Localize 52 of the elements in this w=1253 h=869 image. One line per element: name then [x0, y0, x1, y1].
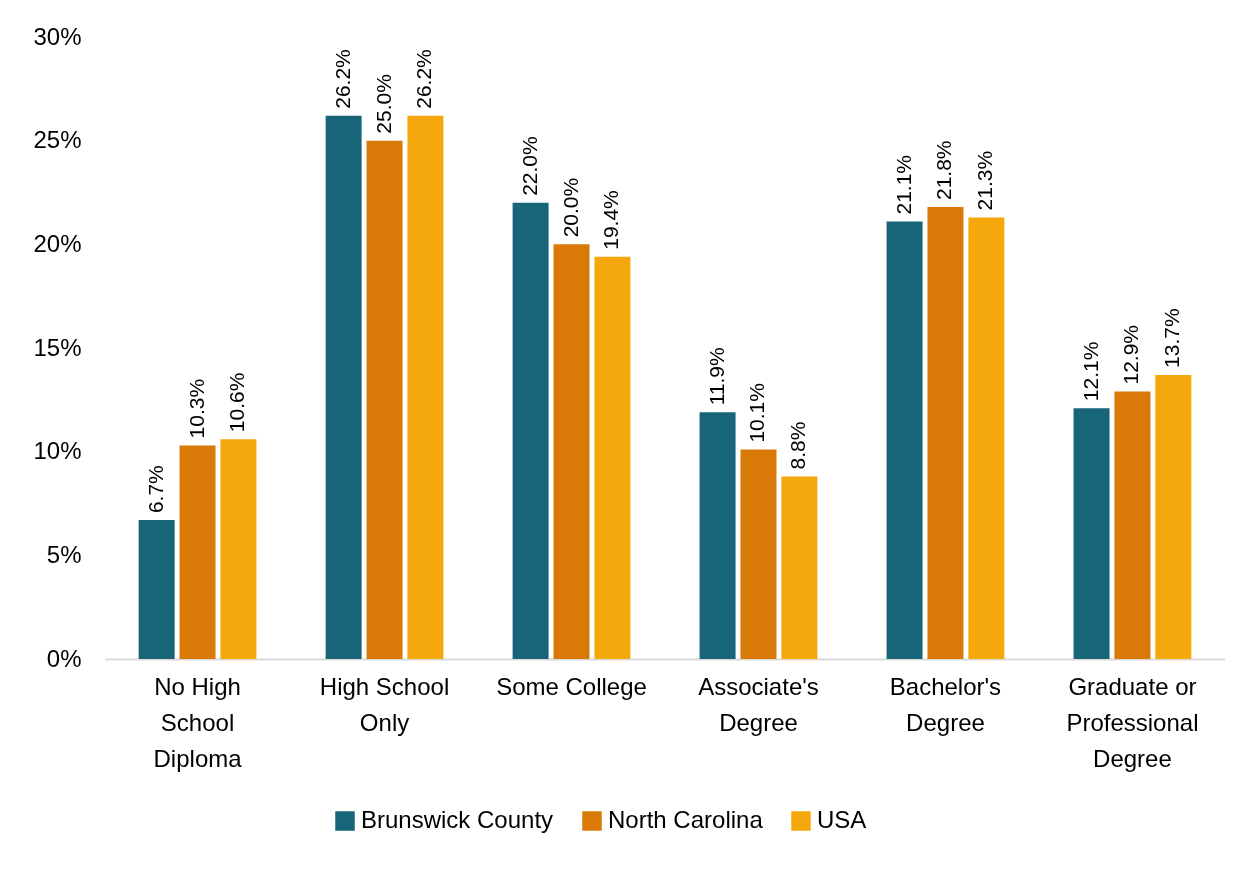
data-label: 10.3%: [184, 378, 208, 439]
x-tick-label: High School Only: [319, 672, 450, 736]
data-label: 21.1%: [891, 154, 915, 215]
data-label: 26.2%: [412, 49, 436, 109]
bar: [927, 207, 964, 659]
x-tick-label: No High School Diploma: [153, 672, 243, 772]
x-tick-label: Bachelor's Degree: [889, 672, 1002, 736]
data-label: 8.8%: [786, 421, 810, 470]
y-tick-label: 5%: [46, 540, 82, 568]
bar: [781, 476, 818, 659]
bar: [740, 449, 777, 659]
x-tick-label: Graduate or Professional Degree: [1066, 672, 1199, 772]
bar: [512, 202, 549, 659]
y-tick-label: 10%: [33, 437, 82, 465]
bar: [968, 217, 1005, 659]
bar: [179, 445, 216, 659]
data-label: 6.7%: [143, 465, 167, 514]
x-tick-label: Associate's Degree: [698, 672, 819, 736]
data-label: 21.8%: [932, 140, 956, 201]
bar: [325, 115, 362, 659]
bar: [594, 256, 631, 659]
bar: [699, 412, 736, 659]
data-label: 13.7%: [1160, 308, 1184, 368]
legend-label: USA: [817, 806, 867, 833]
bar: [1155, 374, 1192, 659]
data-label: 10.1%: [745, 383, 769, 443]
data-label: 21.3%: [973, 150, 997, 211]
y-tick-label: 0%: [46, 644, 82, 672]
bar: [1114, 391, 1151, 659]
bar: [886, 221, 923, 659]
bar: [138, 520, 175, 659]
bar: [1073, 408, 1110, 659]
data-label: 20.0%: [558, 177, 582, 238]
legend-label: North Carolina: [608, 806, 764, 833]
bar: [407, 115, 444, 659]
data-label: 12.9%: [1119, 324, 1143, 385]
y-tick-label: 30%: [33, 22, 82, 50]
data-label: 25.0%: [371, 74, 395, 134]
y-tick-label: 15%: [33, 333, 82, 361]
legend-label: Brunswick County: [361, 806, 554, 833]
bar: [553, 244, 590, 659]
bar: [366, 140, 403, 659]
data-label: 10.6%: [225, 372, 249, 433]
bar: [220, 439, 257, 659]
data-label: 26.2%: [330, 49, 354, 109]
data-label: 22.0%: [517, 136, 541, 196]
data-label: 11.9%: [704, 347, 728, 406]
y-tick-label: 25%: [33, 126, 82, 154]
x-tick-label: Some College: [496, 672, 647, 700]
data-label: 12.1%: [1078, 341, 1102, 402]
y-tick-label: 20%: [33, 229, 82, 257]
data-label: 19.4%: [599, 190, 623, 250]
